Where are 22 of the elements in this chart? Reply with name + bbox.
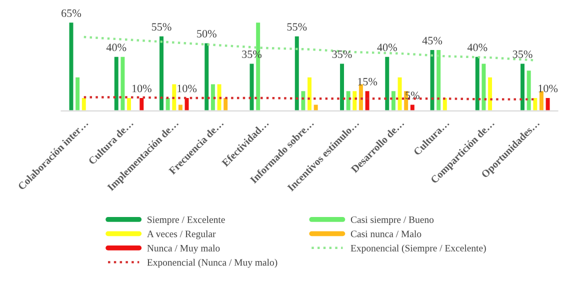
data-label: 55% bbox=[152, 23, 172, 31]
legend-label: Casi nunca / Malo bbox=[350, 230, 422, 238]
legend-label: Siempre / Excelente bbox=[148, 216, 225, 225]
data-label: 40% bbox=[106, 44, 126, 52]
legend-label: Exponencial (Nunca / Muy malo) bbox=[147, 258, 278, 268]
data-label: 35% bbox=[332, 50, 352, 58]
data-label: 50% bbox=[197, 30, 216, 38]
legend-label: Exponencial (Siempre / Excelente) bbox=[350, 244, 486, 254]
data-label: 40% bbox=[467, 44, 488, 52]
data-label: 15% bbox=[358, 78, 378, 86]
data-label: 55% bbox=[287, 23, 307, 31]
data-label: 10% bbox=[132, 84, 152, 92]
data-label: 45% bbox=[422, 36, 442, 44]
data-label: 40% bbox=[377, 44, 397, 52]
data-label: 10% bbox=[538, 84, 558, 92]
legend-label: A veces / Regular bbox=[147, 230, 216, 240]
data-label: 10% bbox=[178, 84, 197, 92]
data-label: 65% bbox=[62, 9, 82, 17]
legend-label: Casi siempre / Bueno bbox=[350, 216, 434, 225]
data-label: 35% bbox=[512, 50, 532, 58]
legend-label: Nunca / Muy malo bbox=[147, 244, 220, 254]
bar bbox=[138, 96, 146, 111]
